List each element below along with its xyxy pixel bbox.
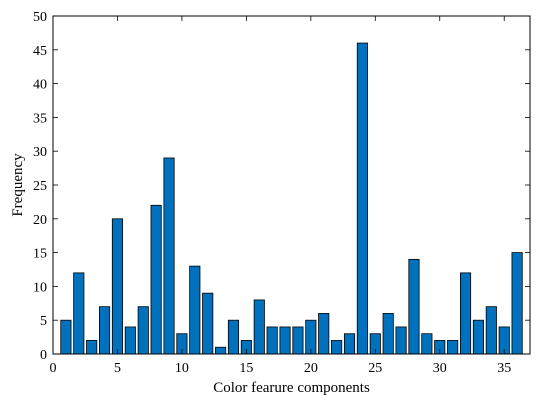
plot-area <box>53 16 530 354</box>
bar-11 <box>189 265 201 355</box>
bar-14 <box>227 319 240 355</box>
bar-23 <box>343 333 356 355</box>
bar-9 <box>163 157 175 355</box>
x-tick-label-35: 35 <box>497 361 511 376</box>
bar-2 <box>73 272 85 355</box>
bar-28 <box>408 258 420 355</box>
bar-13 <box>215 346 227 355</box>
bar-5 <box>111 218 124 355</box>
bar-33 <box>472 319 484 355</box>
bar-34 <box>485 306 497 355</box>
y-axis-title: Frequency <box>10 153 26 217</box>
y-tick-label-10: 10 <box>33 280 47 295</box>
y-axis-ticks: 0 5 10 15 20 25 30 35 40 45 50 <box>33 10 530 363</box>
x-tick-label-10: 10 <box>175 361 189 376</box>
bar-22 <box>331 340 343 355</box>
bar-26 <box>382 313 394 355</box>
x-axis-title: Color fearure components <box>213 380 370 396</box>
bar-31 <box>447 340 459 355</box>
x-tick-label-20: 20 <box>304 361 318 376</box>
y-tick-label-15: 15 <box>33 247 47 262</box>
bar-29 <box>421 333 433 355</box>
y-tick-label-35: 35 <box>33 111 47 126</box>
x-tick-label-25: 25 <box>368 361 382 376</box>
y-tick-label-40: 40 <box>33 78 47 93</box>
bar-27 <box>395 326 407 355</box>
x-tick-label-5: 5 <box>114 361 121 376</box>
y-tick-label-25: 25 <box>33 179 47 194</box>
bar-19 <box>292 326 304 355</box>
x-tick-label-30: 30 <box>433 361 447 376</box>
bar-18 <box>279 326 291 355</box>
y-tick-label-5: 5 <box>40 314 47 329</box>
bar-4 <box>99 306 111 355</box>
bar-32 <box>459 272 472 355</box>
bar-20 <box>305 319 317 355</box>
y-tick-label-30: 30 <box>33 145 47 160</box>
x-tick-label-15: 15 <box>239 361 253 376</box>
y-tick-label-20: 20 <box>33 213 47 228</box>
bar-6 <box>124 326 136 355</box>
bar-21 <box>318 313 330 355</box>
bar-1 <box>60 319 72 355</box>
bar-12 <box>202 292 214 355</box>
bar-17 <box>266 326 278 355</box>
bar-24 <box>356 42 368 355</box>
plot-frame <box>52 15 531 355</box>
x-tick-label-0: 0 <box>50 361 57 376</box>
bar-3 <box>86 340 98 355</box>
y-tick-label-0: 0 <box>40 348 47 363</box>
bars-group <box>60 42 523 355</box>
bar-16 <box>253 299 265 355</box>
bar-7 <box>137 306 149 355</box>
y-tick-label-50: 50 <box>33 10 47 25</box>
bar-36 <box>511 252 523 355</box>
y-tick-label-45: 45 <box>33 44 47 59</box>
bar-8 <box>150 204 162 355</box>
